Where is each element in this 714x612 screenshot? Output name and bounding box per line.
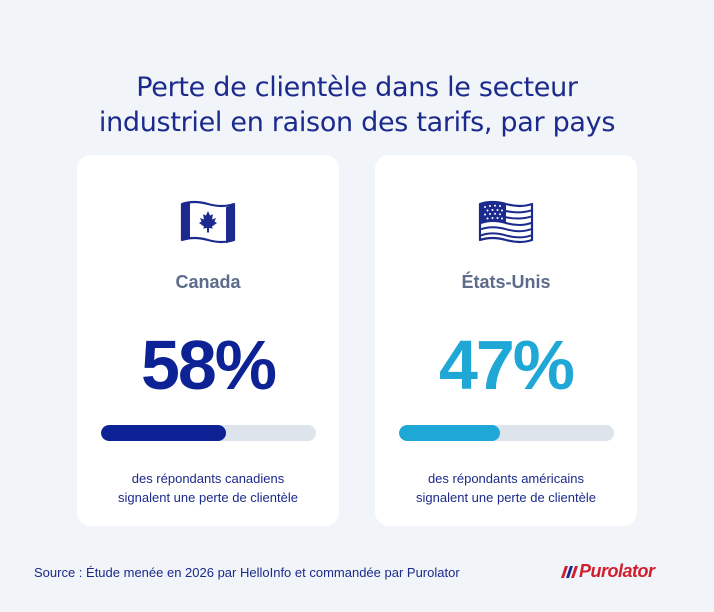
usa-flag-icon xyxy=(478,200,534,244)
title-line-1: Perte de clientèle dans le secteur xyxy=(136,72,578,103)
purolator-logo: Purolator xyxy=(560,560,682,582)
canada-flag-icon xyxy=(180,200,236,244)
logo-text: Purolator xyxy=(579,561,655,581)
country-label: États-Unis xyxy=(461,272,551,292)
progress-bar xyxy=(399,425,614,441)
progress-bar xyxy=(101,425,316,441)
description-line-2: signalent une perte de clientèle xyxy=(118,490,298,505)
description-line-2: signalent une perte de clientèle xyxy=(416,490,596,505)
country-label: Canada xyxy=(175,272,241,292)
progress-bar-fill xyxy=(101,425,226,441)
description-line-1: des répondants canadiens xyxy=(131,471,285,486)
progress-bar-fill xyxy=(399,425,501,441)
percent-value: 58% xyxy=(140,326,277,404)
title-line-2: industriel en raison des tarifs, par pay… xyxy=(98,107,616,138)
page-title: Perte de clientèle dans le secteur indus… xyxy=(0,70,714,140)
percent-value: 47% xyxy=(438,326,575,404)
description: des répondants canadiens signalent une p… xyxy=(77,469,339,507)
card-usa: États-Unis 47% des répondants américains… xyxy=(375,155,637,526)
logo-stripes-icon xyxy=(561,566,578,578)
card-canada: Canada 58% des répondants canadiens sign… xyxy=(77,155,339,526)
description: des répondants américains signalent une … xyxy=(375,469,637,507)
source-note: Source : Étude menée en 2026 par HelloIn… xyxy=(34,565,460,580)
description-line-1: des répondants américains xyxy=(427,471,585,486)
